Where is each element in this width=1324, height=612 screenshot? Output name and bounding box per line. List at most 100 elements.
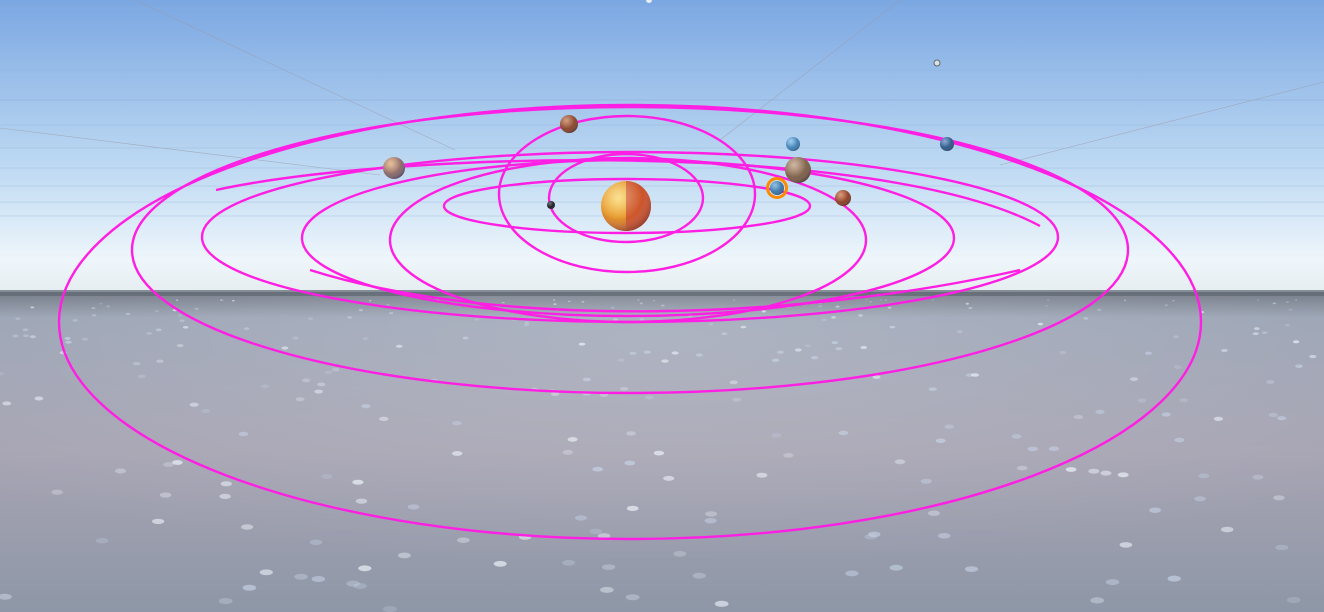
ground-speckle: [0, 593, 12, 600]
ground-speckle: [176, 299, 179, 301]
ground-speckle: [671, 351, 679, 355]
orbit-3: [497, 114, 757, 274]
horizon-line: [0, 290, 1324, 296]
planet-5-highlight: [835, 190, 851, 206]
camera-gizmo-icon[interactable]: [646, 0, 652, 3]
ground-speckle: [15, 317, 21, 320]
sun-highlight: [601, 181, 651, 231]
ground-speckle: [804, 344, 812, 348]
ground-speckle: [259, 569, 273, 576]
planet-6[interactable]: [785, 157, 811, 183]
ground-speckle: [222, 299, 225, 302]
ground-speckle: [346, 580, 360, 587]
ground-speckle: [1295, 364, 1303, 369]
ground-speckle: [1088, 468, 1100, 474]
orbit-4: [388, 156, 868, 324]
ground-speckle: [137, 374, 146, 379]
planet-8[interactable]: [940, 137, 954, 151]
ground-speckle: [1213, 416, 1224, 421]
ground-speckle: [1100, 470, 1112, 476]
planet-1[interactable]: [547, 201, 555, 209]
ground-speckle: [578, 342, 586, 346]
ground-speckle: [971, 373, 979, 377]
ground-speckle: [845, 570, 859, 577]
ground-speckle: [920, 478, 932, 484]
ground-speckle: [714, 600, 729, 607]
ground-speckle: [321, 474, 333, 479]
ground-speckle: [95, 537, 109, 544]
ground-speckle: [1284, 324, 1291, 327]
planet-7[interactable]: [786, 137, 800, 151]
ground-speckle: [581, 301, 585, 303]
ground-speckle: [201, 408, 211, 413]
ground-speckle: [22, 328, 29, 332]
ground-speckle: [1292, 340, 1300, 344]
ground-speckle: [956, 330, 963, 334]
ground-speckle: [358, 565, 372, 572]
planet-7-highlight: [786, 137, 800, 151]
ground-speckle: [1027, 446, 1039, 452]
ground-speckle: [1149, 507, 1161, 513]
ground-speckles: [0, 299, 1317, 612]
ground-speckle: [928, 387, 937, 391]
ground-speckle: [613, 318, 618, 321]
planet-5[interactable]: [835, 190, 851, 206]
ground-speckle: [629, 351, 637, 355]
ground-speckle: [65, 340, 72, 344]
ground-speckle: [1016, 465, 1028, 471]
ground-speckle: [887, 306, 892, 309]
ground-speckle: [106, 305, 111, 308]
ground-speckle: [582, 377, 591, 382]
ground-speckle: [865, 299, 868, 301]
ground-speckle: [835, 347, 843, 351]
sky-grid: [0, 0, 1324, 217]
ground-speckle: [1286, 301, 1289, 303]
ground-speckle: [705, 511, 718, 517]
ground-speckle: [869, 301, 872, 303]
ground-speckle: [704, 518, 717, 524]
sun[interactable]: [601, 181, 651, 231]
ground-speckle: [626, 431, 636, 436]
ground-speckle: [314, 389, 323, 394]
ground-speckle: [562, 559, 576, 566]
ground-speckle: [567, 437, 578, 442]
ground-speckle: [189, 402, 199, 407]
ground-speckle: [938, 533, 951, 539]
ground-speckle: [567, 300, 571, 303]
planet-2[interactable]: [560, 115, 578, 133]
ground-speckle: [1261, 331, 1268, 335]
ground-speckle: [821, 318, 827, 322]
ground-speckle: [1105, 579, 1120, 586]
planets[interactable]: [383, 115, 954, 209]
ground-speckle: [172, 460, 183, 465]
ground-speckle: [1276, 416, 1287, 421]
ground-speckle: [935, 438, 946, 444]
ground-speckle: [182, 326, 189, 329]
ground-speckle: [457, 537, 470, 543]
ground-speckle: [692, 572, 706, 579]
ground-speckle: [663, 475, 675, 481]
ground-speckle: [1179, 398, 1189, 403]
ground-speckle: [1252, 474, 1264, 480]
ground-speckle: [1059, 351, 1067, 355]
ground-speckle: [761, 310, 766, 313]
ground-speckle: [22, 334, 29, 338]
ground-speckle: [860, 345, 867, 350]
ground-speckle: [353, 583, 367, 589]
ground-speckle: [163, 462, 174, 467]
ground-speckle: [695, 353, 703, 357]
planet-4[interactable]: [766, 177, 788, 199]
ground-speckle: [818, 305, 823, 308]
planet-3[interactable]: [383, 157, 405, 179]
ground-speckle: [125, 312, 131, 316]
ground-speckle: [156, 359, 164, 363]
light-gizmo-icon[interactable]: [933, 59, 941, 67]
ground-speckle: [1137, 398, 1147, 403]
ground-speckle: [220, 299, 223, 301]
ground-speckle: [1198, 473, 1210, 479]
ground-speckle: [889, 325, 896, 329]
ground-speckle: [617, 358, 625, 362]
ground-speckle: [352, 479, 364, 485]
